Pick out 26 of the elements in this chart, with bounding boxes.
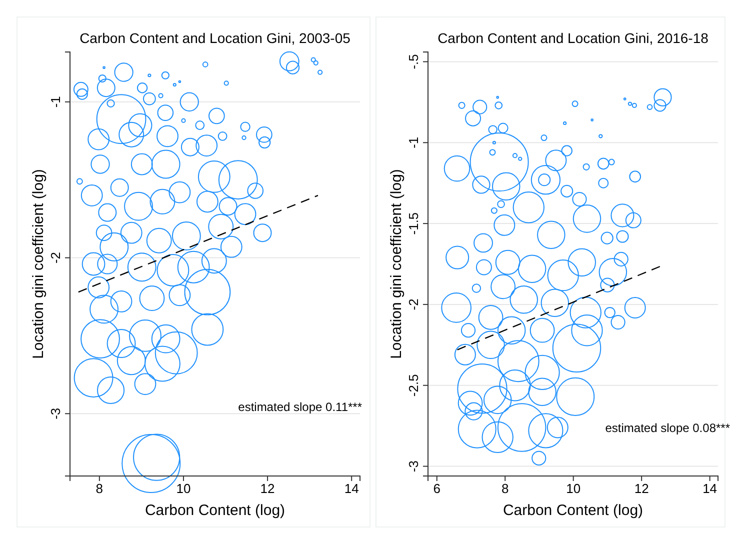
annotation: estimated slope 0.11***: [238, 400, 362, 414]
y-tick-label: -3: [48, 408, 63, 420]
y-tick-label: -2.5: [406, 374, 421, 397]
x-tick-label: 12: [634, 481, 649, 496]
x-tick-label: 10: [176, 481, 191, 496]
x-tick-label: 6: [433, 481, 440, 496]
y-tick-label: -.5: [406, 54, 421, 70]
y-tick-label: -1.5: [406, 212, 421, 235]
x-tick-label: 10: [566, 481, 581, 496]
y-axis-title: Location gini coefficient (log): [30, 169, 47, 359]
x-axis-title: Carbon Content (log): [502, 502, 644, 519]
x-tick-label: 8: [501, 481, 509, 496]
y-tick-label: -1: [406, 136, 421, 148]
y-tick-label: -1: [48, 96, 63, 108]
x-tick-label: 12: [260, 481, 275, 496]
x-axis-title: Carbon Content (log): [144, 502, 286, 519]
y-tick-label: -2: [48, 252, 63, 264]
annotation: estimated slope 0.08***: [605, 421, 730, 435]
x-tick-label: 14: [344, 481, 359, 496]
x-tick-label: 14: [702, 481, 718, 496]
y-axis-title: Location gini coefficient (log): [388, 169, 405, 359]
y-tick-label: -2: [406, 298, 421, 310]
chart-title: Carbon Content and Location Gini, 2003-05: [80, 30, 351, 46]
chart-title: Carbon Content and Location Gini, 2016-18: [438, 30, 709, 46]
x-tick-label: 8: [96, 481, 104, 496]
y-tick-label: -3: [406, 460, 421, 472]
